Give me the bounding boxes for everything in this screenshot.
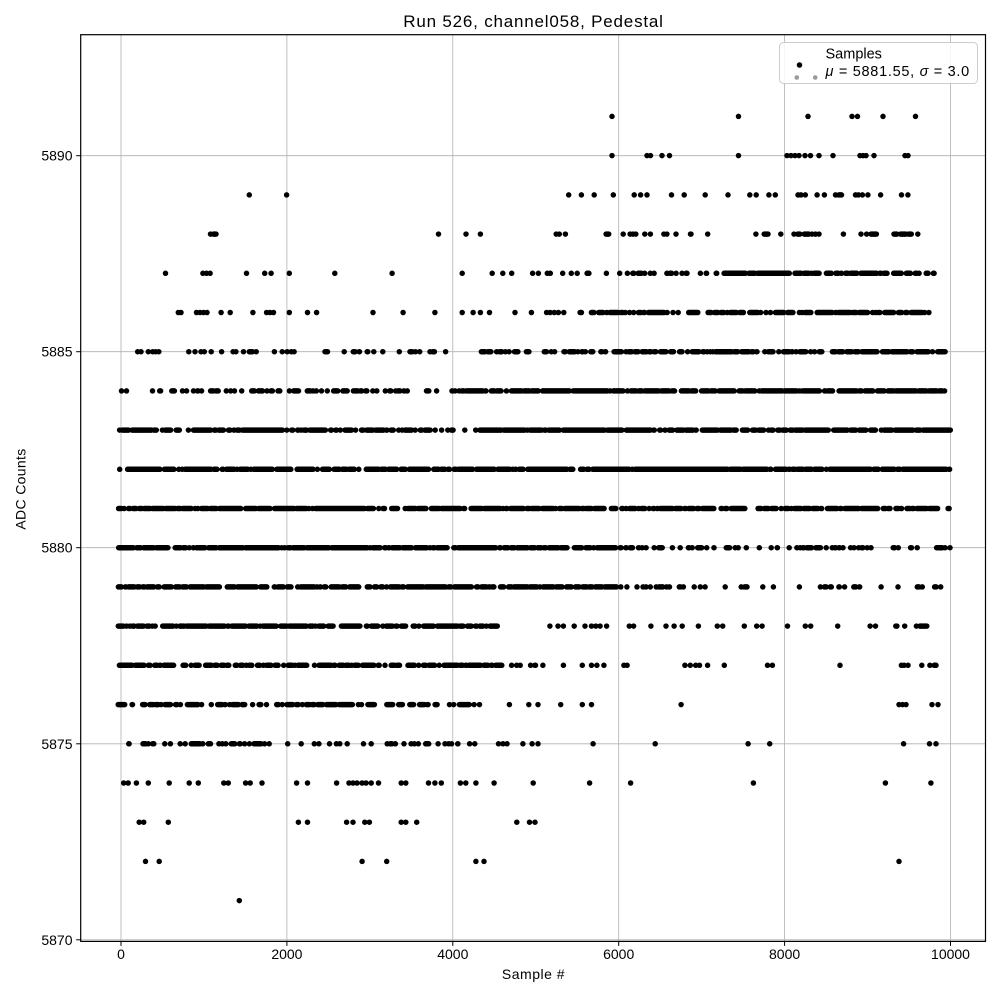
svg-text:5890: 5890 bbox=[41, 148, 72, 164]
svg-text:Run 526, channel058, Pedestal: Run 526, channel058, Pedestal bbox=[403, 12, 663, 31]
svg-text:4000: 4000 bbox=[437, 946, 468, 962]
svg-text:8000: 8000 bbox=[769, 946, 800, 962]
svg-text:5870: 5870 bbox=[41, 932, 72, 948]
svg-text:Samples: Samples bbox=[826, 47, 882, 63]
svg-text:2000: 2000 bbox=[271, 946, 302, 962]
svg-text:5885: 5885 bbox=[41, 344, 72, 360]
svg-text:10000: 10000 bbox=[931, 946, 970, 962]
svg-text:5875: 5875 bbox=[41, 736, 72, 752]
svg-text:5880: 5880 bbox=[41, 540, 72, 556]
svg-text:Sample #: Sample # bbox=[502, 966, 565, 982]
svg-text:μ = 5881.55, σ = 3.0: μ = 5881.55, σ = 3.0 bbox=[825, 64, 970, 80]
svg-text:6000: 6000 bbox=[603, 946, 634, 962]
svg-text:ADC Counts: ADC Counts bbox=[13, 448, 29, 529]
svg-text:0: 0 bbox=[117, 946, 125, 962]
